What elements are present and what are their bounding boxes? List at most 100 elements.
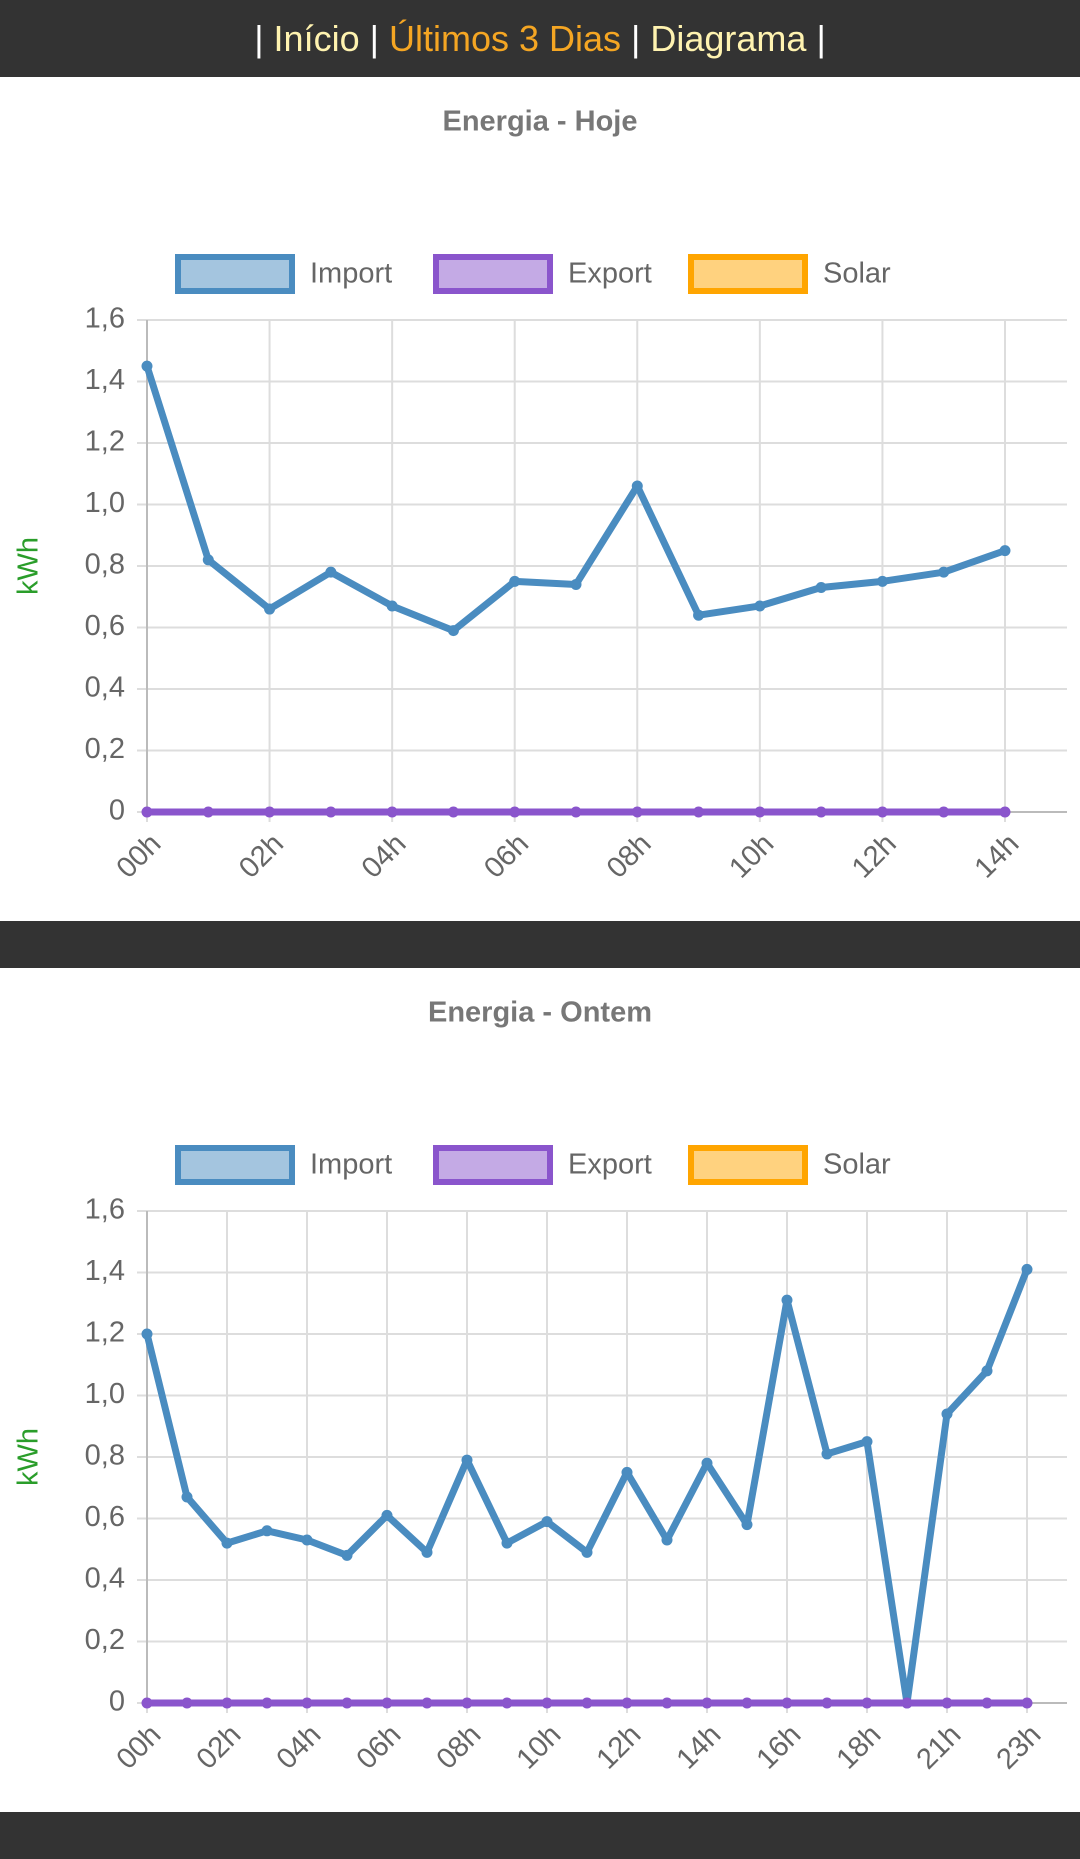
data-point <box>631 480 643 492</box>
data-point <box>264 603 276 615</box>
nav-link[interactable]: Diagrama <box>650 17 807 59</box>
data-point <box>181 1491 193 1503</box>
divider <box>0 1812 1080 1859</box>
data-point <box>541 1697 553 1709</box>
x-tick-label: 06h <box>478 828 535 885</box>
y-tick-label: 1,0 <box>85 1378 125 1410</box>
data-point <box>815 806 827 818</box>
x-tick-label: 02h <box>191 1719 248 1776</box>
data-point <box>141 806 153 818</box>
data-point <box>325 806 337 818</box>
data-point <box>261 1525 273 1537</box>
x-tick-label: 10h <box>511 1719 568 1776</box>
x-tick-label: 14h <box>969 828 1026 885</box>
data-point <box>741 1697 753 1709</box>
x-tick-label: 04h <box>356 828 413 885</box>
x-tick-label: 21h <box>911 1719 968 1776</box>
data-point <box>447 806 459 818</box>
legend-label: Export <box>568 258 652 290</box>
data-point <box>221 1697 233 1709</box>
data-point <box>181 1697 193 1709</box>
data-point <box>621 1466 633 1478</box>
data-point <box>821 1697 833 1709</box>
data-point <box>861 1697 873 1709</box>
y-tick-label: 1,6 <box>85 1194 125 1226</box>
data-point <box>202 554 214 566</box>
separator: | <box>254 17 264 59</box>
data-point <box>701 1457 713 1469</box>
chart: Energia - Hoje kWh Import Export Solar 0 0,2 0,… <box>13 106 1067 885</box>
data-point <box>621 1697 633 1709</box>
data-point <box>381 1509 393 1521</box>
y-tick-label: 0,2 <box>85 1624 125 1656</box>
data-point <box>501 1537 513 1549</box>
data-point <box>815 582 827 594</box>
x-tick-label: 02h <box>233 828 290 885</box>
legend-swatch <box>433 254 553 294</box>
data-point <box>876 806 888 818</box>
legend-swatch <box>688 254 808 294</box>
legend-label: Import <box>310 1149 392 1181</box>
data-point <box>941 1697 953 1709</box>
y-tick-label: 0 <box>109 1686 125 1718</box>
legend-label: Solar <box>823 1149 891 1181</box>
y-tick-label: 1,4 <box>85 1255 125 1287</box>
data-point <box>461 1454 473 1466</box>
legend-label: Export <box>568 1149 652 1181</box>
y-tick-label: 0,8 <box>85 549 125 581</box>
nav-bar: | Início | Últimos 3 Dias | Diagrama | <box>0 0 1080 77</box>
legend-swatch <box>175 254 295 294</box>
x-tick-label: 04h <box>271 1719 328 1776</box>
y-tick-label: 1,0 <box>85 487 125 519</box>
x-tick-label: 08h <box>601 828 658 885</box>
data-point <box>141 1697 153 1709</box>
x-tick-label: 18h <box>831 1719 888 1776</box>
data-point <box>301 1534 313 1546</box>
data-point <box>693 806 705 818</box>
data-point <box>202 806 214 818</box>
data-point <box>861 1436 873 1448</box>
data-point <box>141 1328 153 1340</box>
data-point <box>701 1697 713 1709</box>
series-line <box>143 365 1007 635</box>
data-point <box>381 1697 393 1709</box>
x-tick-label: 23h <box>991 1719 1048 1776</box>
y-tick-label: 0,6 <box>85 1501 125 1533</box>
data-point <box>501 1697 513 1709</box>
y-tick-label: 1,2 <box>85 426 125 458</box>
x-tick-label: 12h <box>846 828 903 885</box>
data-point <box>570 806 582 818</box>
y-tick-label: 0 <box>109 795 125 827</box>
separator: | <box>631 17 641 59</box>
data-point <box>461 1697 473 1709</box>
x-tick-label: 00h <box>111 828 168 885</box>
data-point <box>781 1294 793 1306</box>
legend-swatch <box>688 1145 808 1185</box>
x-tick-label: 00h <box>111 1719 168 1776</box>
x-tick-label: 08h <box>431 1719 488 1776</box>
nav-link[interactable]: Início <box>273 17 360 59</box>
data-point <box>421 1546 433 1558</box>
data-point <box>999 806 1011 818</box>
x-tick-label: 14h <box>671 1719 728 1776</box>
x-tick-label: 12h <box>591 1719 648 1776</box>
chart: Energia - Ontem kWh Import Export Solar 0 0,2 0… <box>13 997 1067 1776</box>
data-point <box>754 600 766 612</box>
chart-title: Energia - Hoje <box>443 106 638 138</box>
legend-label: Solar <box>823 258 891 290</box>
data-point <box>301 1697 313 1709</box>
data-point <box>141 360 153 372</box>
data-point <box>581 1697 593 1709</box>
y-tick-label: 1,4 <box>85 364 125 396</box>
x-tick-label: 16h <box>751 1719 808 1776</box>
data-point <box>999 545 1011 557</box>
divider <box>0 921 1080 968</box>
chart-title: Energia - Ontem <box>428 997 652 1029</box>
data-point <box>1021 1263 1033 1275</box>
data-point <box>781 1697 793 1709</box>
nav-link[interactable]: Últimos 3 Dias <box>388 17 622 59</box>
data-point <box>509 806 521 818</box>
data-point <box>421 1697 433 1709</box>
y-axis-label: kWh <box>13 1428 45 1486</box>
data-point <box>341 1697 353 1709</box>
